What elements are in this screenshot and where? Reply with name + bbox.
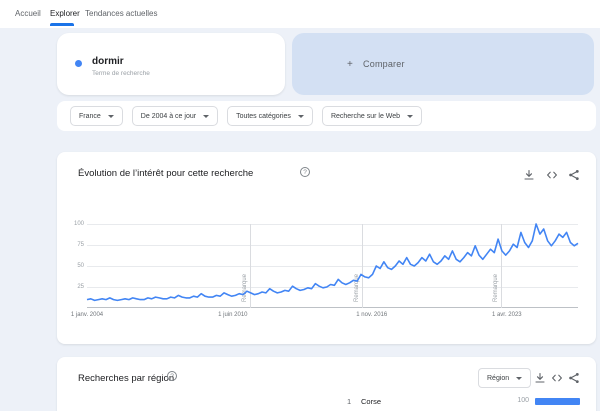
annotation-line — [500, 224, 502, 308]
filter-geo-label: France — [79, 112, 101, 120]
y-tick-label: 25 — [77, 283, 84, 290]
embed-code-icon[interactable] — [551, 371, 563, 383]
filter-geo[interactable]: France — [70, 106, 123, 126]
filter-category-label: Toutes catégories — [236, 112, 291, 120]
filter-search-type-label: Recherche sur le Web — [330, 112, 401, 120]
x-tick-label: 1 juin 2010 — [218, 312, 248, 318]
chevron-down-icon — [203, 114, 210, 118]
region-value-bar — [535, 398, 580, 405]
region-value: 100 — [517, 397, 529, 404]
region-level-dropdown[interactable]: Région — [478, 368, 532, 388]
region-rank: 1 — [347, 397, 352, 406]
region-level-label: Région — [487, 374, 510, 382]
gridline — [87, 224, 578, 225]
filter-bar: France De 2004 à ce jour Toutes catégori… — [57, 101, 596, 131]
compare-label: Comparer — [363, 59, 405, 69]
x-tick-label: 1 avr. 2023 — [491, 312, 522, 318]
region-title: Recherches par région — [78, 373, 175, 384]
filter-category[interactable]: Toutes catégories — [227, 106, 313, 126]
download-icon[interactable] — [534, 371, 546, 383]
gridline — [87, 245, 578, 246]
filter-search-type[interactable]: Recherche sur le Web — [321, 106, 423, 126]
gridline — [87, 266, 578, 267]
help-icon[interactable]: ? — [300, 167, 310, 177]
annotation-line — [250, 224, 251, 308]
search-term-card[interactable]: dormir Terme de recherche — [57, 33, 285, 95]
share-icon[interactable] — [568, 168, 580, 180]
x-tick-label: 1 nov. 2016 — [356, 312, 388, 318]
plus-icon: + — [347, 59, 354, 70]
y-tick-label: 100 — [73, 220, 84, 227]
compare-label-wrap: + Comparer — [347, 59, 405, 70]
trend-line — [86, 223, 579, 302]
nav-tab-accueil[interactable]: Accueil — [15, 9, 41, 18]
active-tab-underline — [50, 23, 74, 26]
compare-card[interactable]: + Comparer — [292, 33, 594, 95]
help-icon[interactable]: ? — [167, 371, 177, 381]
y-tick-label: 75 — [77, 241, 84, 248]
share-icon[interactable] — [568, 371, 580, 383]
series-color-dot — [75, 60, 82, 67]
region-name: Corse — [361, 397, 382, 406]
trend-plot[interactable]: 25 50 75 100 Remarque Remarque Remarque 1 jan… — [71, 221, 579, 318]
trend-line-chart — [86, 223, 579, 302]
nav-tab-explorer[interactable]: Explorer — [50, 9, 80, 18]
embed-code-icon[interactable] — [546, 168, 558, 180]
interest-over-time-card: Évolution de l’intérêt pour cette recher… — [57, 152, 596, 344]
nav-tab-tendances[interactable]: Tendances actuelles — [85, 9, 158, 18]
top-navigation: Accueil Explorer Tendances actuelles — [0, 0, 600, 28]
annotation-line — [361, 224, 363, 308]
x-tick-label: 1 janv. 2004 — [70, 312, 104, 318]
y-tick-label: 50 — [77, 262, 84, 269]
search-term: dormir — [92, 56, 124, 67]
chevron-down-icon — [107, 114, 114, 118]
chart-title: Évolution de l’intérêt pour cette recher… — [78, 168, 254, 179]
filter-time-label: De 2004 à ce jour — [140, 112, 197, 120]
chevron-down-icon — [297, 114, 304, 118]
gridline — [87, 287, 578, 288]
download-icon[interactable] — [523, 168, 535, 180]
search-term-type: Terme de recherche — [92, 70, 150, 77]
chevron-down-icon — [516, 376, 523, 380]
filter-time-range[interactable]: De 2004 à ce jour — [131, 106, 219, 126]
chevron-down-icon — [407, 114, 414, 118]
interest-by-region-card: Recherches par région ? Région 1 Corse 1… — [57, 357, 596, 411]
